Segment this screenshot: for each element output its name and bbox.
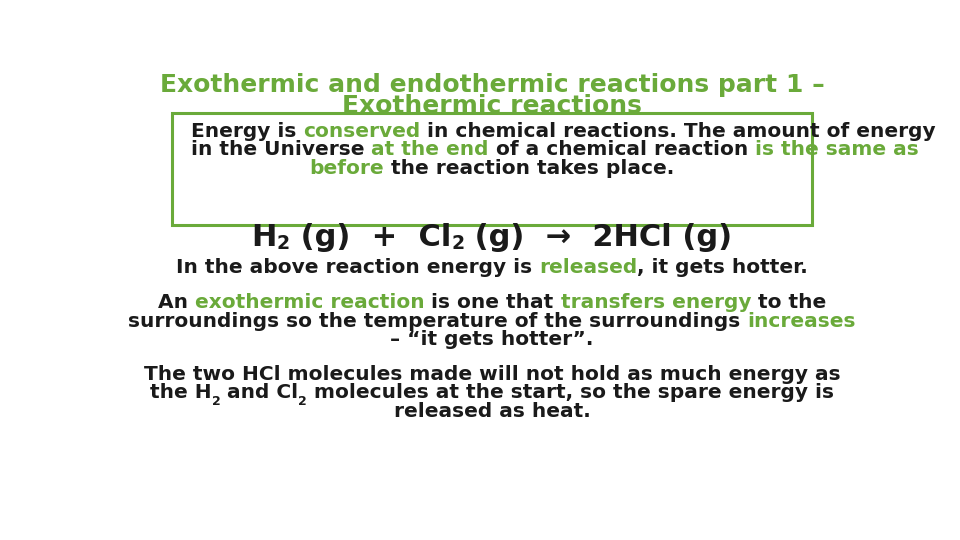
Text: is the same as: is the same as xyxy=(755,140,919,159)
Text: the reaction takes place.: the reaction takes place. xyxy=(384,159,675,178)
Text: of a chemical reaction: of a chemical reaction xyxy=(489,140,755,159)
Text: – “it gets hotter”.: – “it gets hotter”. xyxy=(391,330,593,349)
Text: in chemical reactions. The amount of energy: in chemical reactions. The amount of ene… xyxy=(420,122,936,141)
Text: Exothermic reactions: Exothermic reactions xyxy=(342,94,642,118)
Text: Exothermic and endothermic reactions part 1 –: Exothermic and endothermic reactions par… xyxy=(159,73,825,97)
Text: conserved: conserved xyxy=(303,122,420,141)
Text: is one that: is one that xyxy=(424,294,561,313)
Text: to the: to the xyxy=(751,294,827,313)
Text: (g)  →  2HCl (g): (g) → 2HCl (g) xyxy=(465,223,732,252)
FancyBboxPatch shape xyxy=(172,113,812,225)
Text: 2: 2 xyxy=(299,395,307,408)
Text: transfers energy: transfers energy xyxy=(561,294,751,313)
Text: In the above reaction energy is: In the above reaction energy is xyxy=(176,258,540,277)
Text: (g)  +  Cl: (g) + Cl xyxy=(290,223,451,252)
Text: in the Universe: in the Universe xyxy=(191,140,372,159)
Text: molecules at the start, so the spare energy is: molecules at the start, so the spare ene… xyxy=(307,383,834,402)
Text: at the end: at the end xyxy=(372,140,489,159)
Text: 2: 2 xyxy=(451,234,465,253)
Text: 2: 2 xyxy=(276,234,290,253)
Text: released: released xyxy=(540,258,637,277)
Text: increases: increases xyxy=(748,312,856,331)
Text: the H: the H xyxy=(150,383,211,402)
Text: surroundings so the temperature of the surroundings: surroundings so the temperature of the s… xyxy=(128,312,748,331)
Text: , it gets hotter.: , it gets hotter. xyxy=(637,258,808,277)
Text: released as heat.: released as heat. xyxy=(394,402,590,421)
Text: The two HCl molecules made will not hold as much energy as: The two HCl molecules made will not hold… xyxy=(144,365,840,384)
Text: and Cl: and Cl xyxy=(220,383,299,402)
Text: H: H xyxy=(252,223,276,252)
Text: exothermic reaction: exothermic reaction xyxy=(195,294,424,313)
Text: before: before xyxy=(309,159,384,178)
Text: Energy is: Energy is xyxy=(191,122,303,141)
Text: An: An xyxy=(157,294,195,313)
Text: 2: 2 xyxy=(211,395,220,408)
